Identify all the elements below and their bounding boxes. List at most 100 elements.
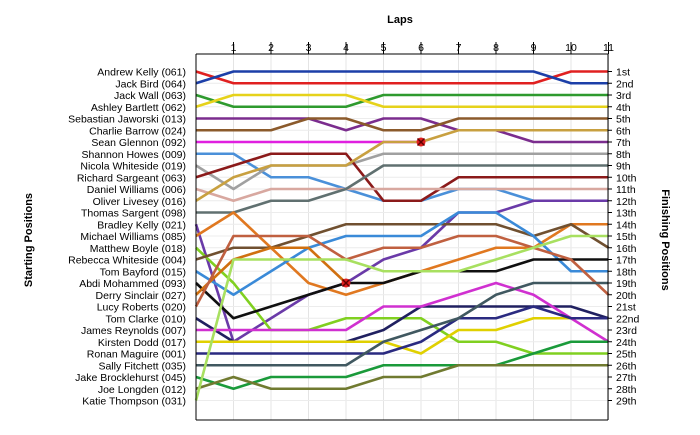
finish-label: 22nd (616, 313, 640, 325)
lap-tick-label: 10 (565, 42, 577, 54)
finish-label: 21st (616, 302, 636, 314)
finish-label: 19th (616, 278, 637, 290)
start-label: Lucy Roberts (020) (97, 302, 186, 314)
series-line (195, 246, 609, 355)
lap-tick-label: 2 (268, 42, 274, 54)
series-line (196, 281, 609, 367)
lap-tick-label: 1 (231, 42, 237, 54)
series-line (195, 152, 609, 203)
start-label: Richard Sargeant (063) (77, 172, 186, 184)
lap-tick-label: 4 (343, 42, 349, 54)
series-line (196, 281, 610, 343)
series-line (195, 70, 609, 85)
finish-label: 7th (616, 137, 631, 149)
finish-label: 5th (616, 114, 631, 126)
series-line (194, 234, 609, 401)
finish-labels: 1st2nd3rd4th5th6th7th8th9th10th11th12th1… (608, 67, 640, 408)
finish-label: 27th (616, 372, 637, 384)
finish-label: 29th (616, 396, 637, 408)
finish-label: 26th (616, 360, 637, 372)
finish-label: 28th (616, 384, 637, 396)
finish-label: 23rd (616, 325, 637, 337)
finish-label: 20th (616, 290, 637, 302)
series-line (196, 164, 609, 214)
finish-label: 2nd (616, 78, 634, 90)
retirement-markers (341, 137, 426, 288)
series-line (195, 340, 609, 391)
start-label: Shannon Howes (009) (82, 149, 186, 161)
series-line (195, 187, 609, 203)
lap-tick-label: 6 (418, 42, 424, 54)
start-labels: Andrew Kelly (061)Jack Bird (064)Jack Wa… (68, 67, 186, 408)
finish-label: 12th (616, 196, 637, 208)
start-label: Jack Bird (064) (115, 78, 186, 90)
series-line (195, 93, 609, 109)
lap-tick-label: 5 (381, 42, 387, 54)
start-label: Oliver Livesey (016) (93, 196, 186, 208)
finish-label: 18th (616, 266, 637, 278)
start-label: Joe Longden (012) (98, 384, 186, 396)
start-label: Tom Bayford (015) (100, 266, 186, 278)
series-line (195, 363, 609, 391)
start-label: Abdi Mohammed (093) (79, 278, 186, 290)
start-label: Matthew Boyle (018) (90, 243, 186, 255)
series-line (196, 305, 609, 355)
finish-label: 24th (616, 337, 637, 349)
lap-tick-label: 9 (531, 42, 537, 54)
series-line (196, 117, 609, 144)
finish-label: 16th (616, 243, 637, 255)
finish-label: 10th (616, 172, 637, 184)
finish-label: 17th (616, 255, 637, 267)
start-label: Sebastian Jaworski (013) (68, 114, 186, 126)
lap-tick-label: 11 (603, 42, 614, 54)
start-label: Ronan Maguire (001) (87, 349, 186, 361)
lap-tick-label: 3 (306, 42, 312, 54)
start-label: Tom Clarke (010) (105, 313, 186, 325)
series-line (195, 70, 609, 85)
finish-label: 11th (616, 184, 636, 196)
start-label: Andrew Kelly (061) (97, 67, 186, 79)
start-label: Sean Glennon (092) (91, 137, 186, 149)
finish-label: 8th (616, 149, 631, 161)
lap-tick-label: 7 (456, 42, 462, 54)
start-label: Ashley Bartlett (062) (91, 102, 186, 114)
start-label: Thomas Sargent (098) (81, 208, 186, 220)
start-label: Derry Sinclair (027) (96, 290, 186, 302)
start-label: Sally Fitchett (035) (98, 360, 186, 372)
series-line (195, 222, 610, 261)
finish-label: 6th (616, 125, 631, 137)
series-line (195, 258, 609, 320)
start-label: Katie Thompson (031) (82, 396, 186, 408)
finish-label: 13th (616, 208, 637, 220)
series-lines (194, 70, 610, 401)
finish-label: 4th (616, 102, 631, 114)
start-label: Nicola Whiteside (019) (80, 161, 186, 173)
series-line (195, 93, 609, 109)
finish-label: 14th (616, 219, 637, 231)
start-label: Charlie Barrow (024) (89, 125, 186, 137)
start-label: Bradley Kelly (021) (97, 219, 186, 231)
lap-tick-label: 8 (493, 42, 499, 54)
finish-label: 15th (616, 231, 637, 243)
finish-label: 25th (616, 349, 637, 361)
series-line (196, 117, 609, 132)
finish-label: 3rd (616, 90, 631, 102)
start-label: James Reynolds (007) (81, 325, 186, 337)
start-label: Michael Williams (085) (80, 231, 186, 243)
finish-label: 1st (616, 67, 630, 79)
y-axis-label-left: Starting Positions (23, 193, 35, 287)
y-axis-label-right: Finishing Positions (659, 189, 671, 290)
series-line (195, 128, 609, 202)
retired-marker-cross (341, 278, 351, 288)
start-label: Jake Brocklehurst (045) (75, 372, 186, 384)
start-label: Rebecca Whiteside (004) (68, 255, 186, 267)
start-label: Jack Wall (063) (114, 90, 186, 102)
finish-label: 9th (616, 161, 631, 173)
lap-ticks: 1 2 3 4 5 6 7 8 9 10 11 (231, 42, 614, 54)
series-line (195, 152, 609, 191)
series-line (194, 234, 610, 308)
start-label: Daniel Williams (006) (87, 184, 186, 196)
retired-marker-cross (416, 137, 426, 147)
chart-title: Laps (387, 14, 413, 26)
